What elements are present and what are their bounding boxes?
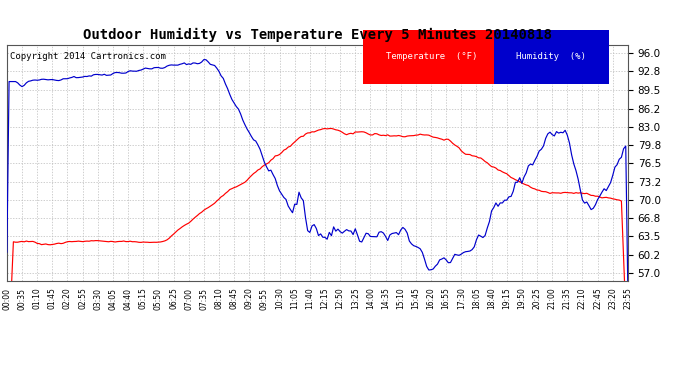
Text: Temperature  (°F): Temperature (°F) xyxy=(386,52,477,61)
Text: Humidity  (%): Humidity (%) xyxy=(516,52,586,61)
Title: Outdoor Humidity vs Temperature Every 5 Minutes 20140818: Outdoor Humidity vs Temperature Every 5 … xyxy=(83,28,552,42)
Text: Copyright 2014 Cartronics.com: Copyright 2014 Cartronics.com xyxy=(10,52,166,61)
